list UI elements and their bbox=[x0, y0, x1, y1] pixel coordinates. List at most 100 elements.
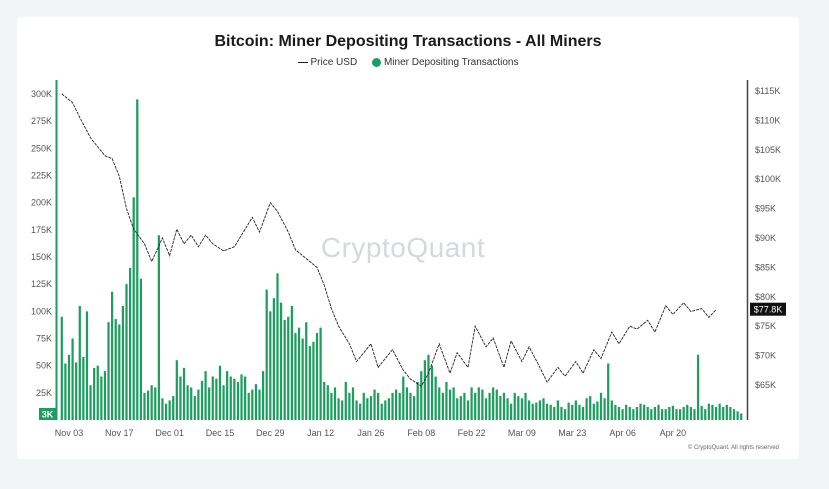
bar bbox=[78, 305, 81, 420]
left-tick-label: 200K bbox=[31, 198, 52, 208]
right-tick-label: $95K bbox=[755, 204, 776, 214]
bar bbox=[215, 378, 218, 420]
bar-series bbox=[60, 99, 743, 421]
x-tick-label: Mar 23 bbox=[558, 428, 586, 438]
bar bbox=[574, 400, 577, 420]
bar bbox=[682, 406, 685, 420]
bar bbox=[409, 392, 412, 420]
bar bbox=[732, 409, 736, 420]
bar bbox=[60, 316, 63, 420]
bar bbox=[571, 404, 574, 420]
bar bbox=[164, 403, 168, 420]
chart-card: Bitcoin: Miner Depositing Transactions -… bbox=[17, 17, 799, 459]
bar bbox=[718, 403, 721, 420]
left-tick-label: 225K bbox=[31, 171, 52, 181]
bar bbox=[416, 381, 419, 420]
bar bbox=[118, 324, 121, 420]
bar bbox=[254, 384, 258, 420]
left-axis-ticks: 25K 50K 75K 100K 125K 150K 175K 200K 225K 250K 275… bbox=[31, 89, 52, 398]
bar bbox=[438, 387, 441, 420]
legend-item-price[interactable]: Price USD bbox=[297, 57, 357, 68]
bar bbox=[639, 403, 642, 420]
x-tick-label: Mar 09 bbox=[508, 428, 536, 438]
bar bbox=[625, 404, 628, 420]
bar bbox=[351, 387, 355, 420]
bar bbox=[430, 365, 434, 420]
bar bbox=[279, 302, 283, 420]
bar bbox=[197, 389, 200, 420]
bar bbox=[226, 371, 229, 420]
current-price-badge bbox=[750, 302, 786, 316]
x-tick-label: Dec 01 bbox=[155, 428, 184, 438]
bar bbox=[470, 387, 473, 420]
bar bbox=[643, 404, 646, 420]
left-tick-label: 150K bbox=[31, 252, 52, 262]
bar bbox=[581, 406, 585, 420]
bar bbox=[729, 406, 732, 420]
bar bbox=[556, 400, 559, 420]
bar bbox=[696, 354, 700, 420]
bar bbox=[488, 392, 491, 420]
bar bbox=[179, 376, 182, 420]
right-tick-label: $70K bbox=[755, 351, 776, 361]
bar bbox=[675, 409, 678, 420]
bar bbox=[89, 385, 92, 420]
bar bbox=[610, 400, 613, 420]
bar bbox=[75, 362, 78, 420]
bar bbox=[193, 396, 196, 420]
bar bbox=[373, 389, 376, 420]
left-tick-label: 125K bbox=[31, 279, 52, 289]
right-tick-label: $80K bbox=[755, 292, 776, 302]
bar bbox=[614, 404, 617, 420]
bar bbox=[524, 392, 527, 420]
bar bbox=[297, 327, 301, 420]
bar bbox=[348, 392, 351, 420]
left-tick-label: 75K bbox=[36, 334, 52, 344]
bar bbox=[107, 322, 110, 420]
bar bbox=[172, 396, 175, 420]
bar bbox=[186, 385, 189, 420]
left-tick-label: 300K bbox=[31, 89, 52, 99]
bar bbox=[441, 392, 444, 420]
bar bbox=[121, 305, 125, 420]
left-tick-label: 25K bbox=[36, 388, 52, 398]
bar bbox=[305, 322, 308, 420]
bar bbox=[150, 385, 153, 420]
bar bbox=[700, 405, 703, 420]
bar bbox=[466, 400, 470, 420]
x-tick-label: Apr 20 bbox=[660, 428, 687, 438]
bar bbox=[143, 392, 146, 420]
bar bbox=[211, 376, 214, 420]
bar bbox=[100, 376, 103, 420]
bar bbox=[377, 392, 380, 420]
bar bbox=[93, 367, 96, 420]
bar bbox=[617, 406, 621, 420]
x-tick-label: Dec 15 bbox=[206, 428, 235, 438]
bar bbox=[236, 381, 240, 420]
bar bbox=[567, 402, 570, 420]
bar bbox=[563, 409, 567, 420]
bar bbox=[456, 398, 459, 420]
bar bbox=[301, 338, 304, 420]
bar bbox=[736, 411, 739, 420]
bar bbox=[607, 363, 610, 420]
bar bbox=[82, 356, 85, 420]
bar bbox=[628, 406, 631, 420]
bar bbox=[247, 392, 250, 420]
legend-dot-swatch bbox=[371, 57, 381, 67]
bar bbox=[657, 404, 660, 420]
bar bbox=[287, 316, 290, 420]
bar bbox=[71, 338, 74, 420]
bar bbox=[359, 403, 362, 420]
bar bbox=[740, 413, 743, 420]
bar bbox=[704, 409, 707, 420]
x-tick-label: Nov 03 bbox=[55, 428, 84, 438]
x-tick-label: Nov 17 bbox=[105, 428, 134, 438]
bar bbox=[474, 392, 477, 420]
bar bbox=[448, 389, 452, 420]
legend-item-transactions[interactable]: Miner Depositing Transactions bbox=[371, 57, 518, 68]
x-tick-label: Apr 06 bbox=[609, 428, 636, 438]
bar bbox=[175, 360, 178, 420]
bar bbox=[517, 396, 520, 420]
